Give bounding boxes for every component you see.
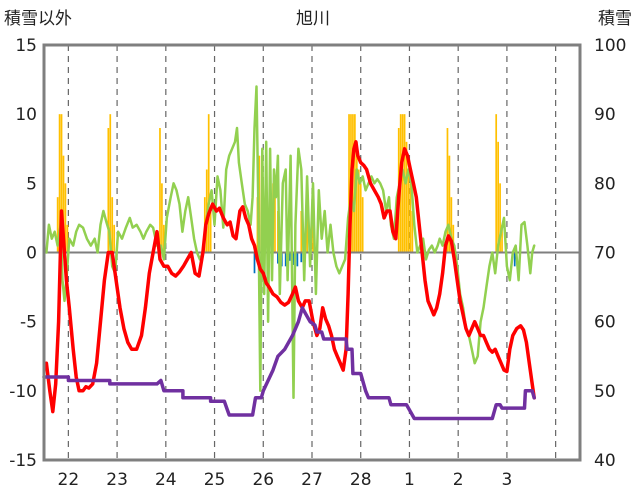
left-tick-labels: 15 10 5 0 -5 -10 -15 bbox=[9, 36, 37, 471]
chart-title: 旭川 bbox=[296, 9, 330, 29]
left-tick-label: 5 bbox=[26, 174, 37, 194]
left-tick-label: -5 bbox=[20, 313, 37, 333]
x-tick-label: 26 bbox=[252, 470, 274, 490]
right-tick-label: 50 bbox=[594, 382, 616, 402]
negative-bar bbox=[288, 252, 291, 261]
x-tick-label: 23 bbox=[106, 470, 128, 490]
snowfall-bar bbox=[163, 224, 165, 253]
right-tick-label: 80 bbox=[594, 174, 616, 194]
right-tick-labels: 100 90 80 70 60 50 40 bbox=[594, 36, 626, 471]
snowfall-bar bbox=[113, 224, 116, 253]
left-tick-label: 15 bbox=[15, 36, 37, 56]
snowfall-bar bbox=[497, 141, 499, 253]
left-tick-label: -10 bbox=[9, 382, 37, 402]
snowfall-bar bbox=[501, 224, 503, 253]
x-tick-label: 22 bbox=[58, 470, 80, 490]
snowfall-bar bbox=[355, 141, 358, 253]
snowfall-bar bbox=[58, 114, 61, 253]
negative-bar bbox=[277, 252, 279, 264]
right-axis-label: 積雪 bbox=[598, 9, 632, 29]
x-tick-label: 3 bbox=[501, 470, 512, 490]
x-tick-label: 1 bbox=[404, 470, 415, 490]
snowfall-bar bbox=[64, 183, 67, 253]
x-tick-labels: 22 23 24 25 26 27 28 1 2 3 bbox=[58, 470, 513, 490]
negative-bar bbox=[253, 252, 256, 274]
snowfall-bar bbox=[409, 183, 412, 253]
right-tick-label: 40 bbox=[594, 451, 616, 471]
snowfall-bar bbox=[161, 183, 163, 253]
negative-bar bbox=[292, 252, 295, 265]
snowfall-bar bbox=[274, 197, 276, 253]
x-tick-label: 28 bbox=[350, 470, 372, 490]
snowfall-bar bbox=[159, 128, 161, 253]
left-tick-label: 0 bbox=[26, 244, 37, 264]
snowfall-bar bbox=[300, 211, 303, 253]
negative-bar bbox=[513, 252, 516, 267]
frame-layer bbox=[42, 43, 582, 462]
snowfall-bar bbox=[450, 197, 453, 253]
snowfall-bar bbox=[109, 114, 112, 253]
right-tick-label: 90 bbox=[594, 105, 616, 125]
left-tick-label: 10 bbox=[15, 105, 37, 125]
snowfall-bar bbox=[359, 183, 362, 253]
snowfall-bar bbox=[405, 141, 408, 253]
left-tick-label: -15 bbox=[9, 451, 37, 471]
negative-bar bbox=[300, 252, 303, 263]
snowfall-bar bbox=[357, 169, 360, 253]
series-layer bbox=[42, 85, 536, 421]
snowfall-bar bbox=[348, 114, 350, 253]
snowfall-bar bbox=[56, 197, 59, 253]
negative-bar bbox=[284, 252, 287, 267]
series-line-purple bbox=[42, 306, 536, 421]
snowfall-bar bbox=[495, 114, 498, 253]
x-tick-label: 24 bbox=[155, 470, 177, 490]
snowfall-bar bbox=[62, 155, 65, 253]
snowfall-bar bbox=[66, 224, 69, 253]
snowfall-bar bbox=[107, 128, 110, 253]
right-tick-label: 100 bbox=[594, 36, 626, 56]
snowfall-bar bbox=[446, 128, 449, 253]
negative-bar bbox=[296, 252, 299, 267]
snowfall-bar bbox=[312, 224, 314, 253]
snowfall-bar bbox=[306, 211, 308, 253]
snowfall-bar bbox=[452, 224, 455, 253]
x-tick-label: 27 bbox=[301, 470, 323, 490]
snowfall-bar bbox=[499, 183, 501, 253]
right-tick-label: 60 bbox=[594, 313, 616, 333]
x-tick-label: 2 bbox=[453, 470, 464, 490]
snowfall-bar bbox=[60, 114, 63, 253]
snowfall-bar bbox=[411, 211, 414, 253]
snowfall-bar bbox=[207, 114, 210, 253]
right-tick-label: 70 bbox=[594, 244, 616, 264]
plot-frame bbox=[42, 43, 582, 462]
series-line-green bbox=[45, 85, 536, 400]
snowfall-bar bbox=[448, 155, 451, 253]
snowfall-bar bbox=[361, 197, 364, 253]
snowfall-bar bbox=[401, 114, 404, 253]
x-tick-label: 25 bbox=[204, 470, 226, 490]
snowfall-bar bbox=[407, 169, 410, 253]
left-axis-label: 積雪以外 bbox=[4, 9, 72, 29]
snowfall-bar bbox=[209, 211, 212, 253]
snowfall-bar bbox=[111, 197, 114, 253]
